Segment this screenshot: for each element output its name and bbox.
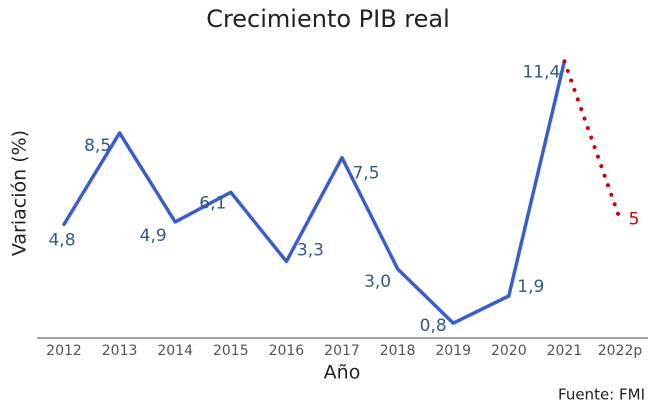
data-label: 3,0 (364, 272, 391, 292)
x-tick-label: 2015 (213, 343, 249, 359)
data-label: 8,5 (84, 136, 111, 156)
x-tick-label: 2019 (435, 343, 471, 359)
x-tick-label: 2013 (102, 343, 138, 359)
data-label: 4,9 (140, 226, 167, 246)
x-tick-label: 2012 (46, 343, 82, 359)
series-line (62, 59, 567, 325)
chart-title: Crecimiento PIB real (206, 5, 450, 33)
data-label: 3,3 (297, 240, 324, 260)
data-label: 11,4 (522, 62, 560, 82)
series-line (562, 59, 622, 222)
data-label: 4,8 (48, 230, 75, 250)
x-tick-label: 2018 (380, 343, 416, 359)
data-label: 1,9 (517, 277, 544, 297)
x-tick-label: 2022p (598, 343, 643, 359)
x-tick-label: 2021 (547, 343, 583, 359)
data-label: 5 (629, 209, 640, 229)
data-label: 7,5 (352, 164, 379, 184)
data-label: 0,8 (420, 316, 447, 336)
source: Fuente: FMI (558, 386, 645, 404)
data-label: 6,1 (199, 193, 226, 213)
x-tick-label: 2017 (324, 343, 360, 359)
x-tick-label: 2014 (157, 343, 193, 359)
x-tick-label: 2020 (491, 343, 527, 359)
y-axis-label: Variación (%) (9, 130, 31, 256)
x-axis-label: Año (324, 362, 361, 384)
x-tick-label: 2016 (269, 343, 305, 359)
